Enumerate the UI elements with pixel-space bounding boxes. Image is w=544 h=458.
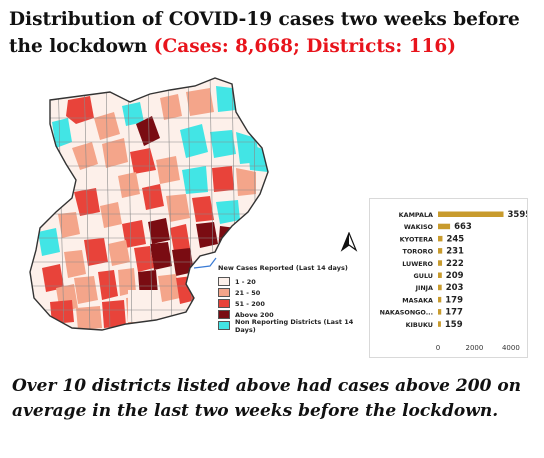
- legend-label: 1 - 20: [235, 277, 256, 286]
- bar-category-label: MASAKA: [402, 296, 433, 304]
- legend-swatch: [218, 288, 230, 297]
- bar: [438, 309, 442, 315]
- bar-value-label: 245: [446, 234, 464, 244]
- bar-value-label: 203: [446, 283, 464, 293]
- bar-category-label: TORORO: [403, 248, 434, 256]
- country-outline: [29, 77, 269, 331]
- bar-value-label: 231: [446, 247, 464, 257]
- bar-category-label: LUWERO: [402, 260, 433, 268]
- legend-item: Non Reporting Districts (Last 14 Days): [218, 317, 368, 334]
- bar-value-label: 3595: [508, 210, 527, 220]
- bar-value-label: 159: [445, 320, 463, 330]
- bar-value-label: 663: [454, 222, 472, 232]
- legend-title: New Cases Reported (Last 14 days): [218, 264, 348, 272]
- x-tick-label: 0: [436, 344, 440, 352]
- legend-item: 21 - 50: [218, 287, 368, 298]
- legend-label: 51 - 200: [235, 299, 265, 308]
- map-legend: New Cases Reported (Last 14 days) 1 - 20…: [218, 264, 368, 334]
- bar-value-label: 222: [446, 259, 464, 269]
- title-highlight: (Cases: 8,668; Districts: 116): [153, 36, 456, 57]
- bar: [438, 272, 442, 278]
- x-tick-label: 4000: [502, 344, 520, 352]
- legend-swatch: [218, 321, 230, 330]
- bar-value-label: 209: [446, 271, 464, 281]
- bar: [438, 223, 451, 230]
- bar-category-label: KYOTERA: [400, 235, 433, 243]
- footer-note: Over 10 districts listed above had cases…: [12, 376, 522, 421]
- bar-category-label: KIBUKU: [406, 321, 433, 329]
- legend-label: 21 - 50: [235, 288, 261, 297]
- bar-chart-svg: KAMPALA 3595 WAKISO 663 KYOTERA 245 TORORO 231 L…: [380, 210, 527, 352]
- bar: [438, 284, 442, 291]
- legend-label: Above 200: [235, 310, 274, 319]
- bar: [438, 248, 443, 254]
- legend-swatch: [218, 299, 230, 308]
- bar-category-label: KAMPALA: [399, 211, 433, 219]
- bar: [438, 321, 441, 327]
- bar: [438, 211, 504, 217]
- bar-value-label: 177: [445, 308, 463, 318]
- legend-item: 51 - 200: [218, 298, 368, 309]
- legend-item: Above 200: [218, 309, 368, 320]
- bar-category-label: JINJA: [415, 284, 433, 292]
- x-tick-label: 2000: [466, 344, 484, 352]
- bar-category-label: GULU: [414, 272, 433, 280]
- bar: [438, 235, 443, 242]
- bar-value-label: 179: [445, 295, 463, 305]
- north-arrow-icon: [340, 231, 358, 256]
- bar-category-label: WAKISO: [404, 223, 434, 231]
- legend-swatch: [218, 310, 230, 319]
- title-main: Distribution of COVID-19 cases two weeks…: [9, 9, 520, 57]
- bar: [438, 260, 443, 266]
- page-title: Distribution of COVID-19 cases two weeks…: [9, 6, 539, 60]
- legend-item: 1 - 20: [218, 276, 368, 287]
- top-districts-chart: KAMPALA 3595 WAKISO 663 KYOTERA 245 TORORO 231 L…: [369, 198, 528, 358]
- legend-label: Non Reporting Districts (Last 14 Days): [235, 317, 354, 334]
- bar: [438, 296, 442, 303]
- legend-swatch: [218, 277, 230, 286]
- lake-shore: [193, 257, 217, 269]
- bar-category-label: NAKASONGO...: [380, 309, 433, 317]
